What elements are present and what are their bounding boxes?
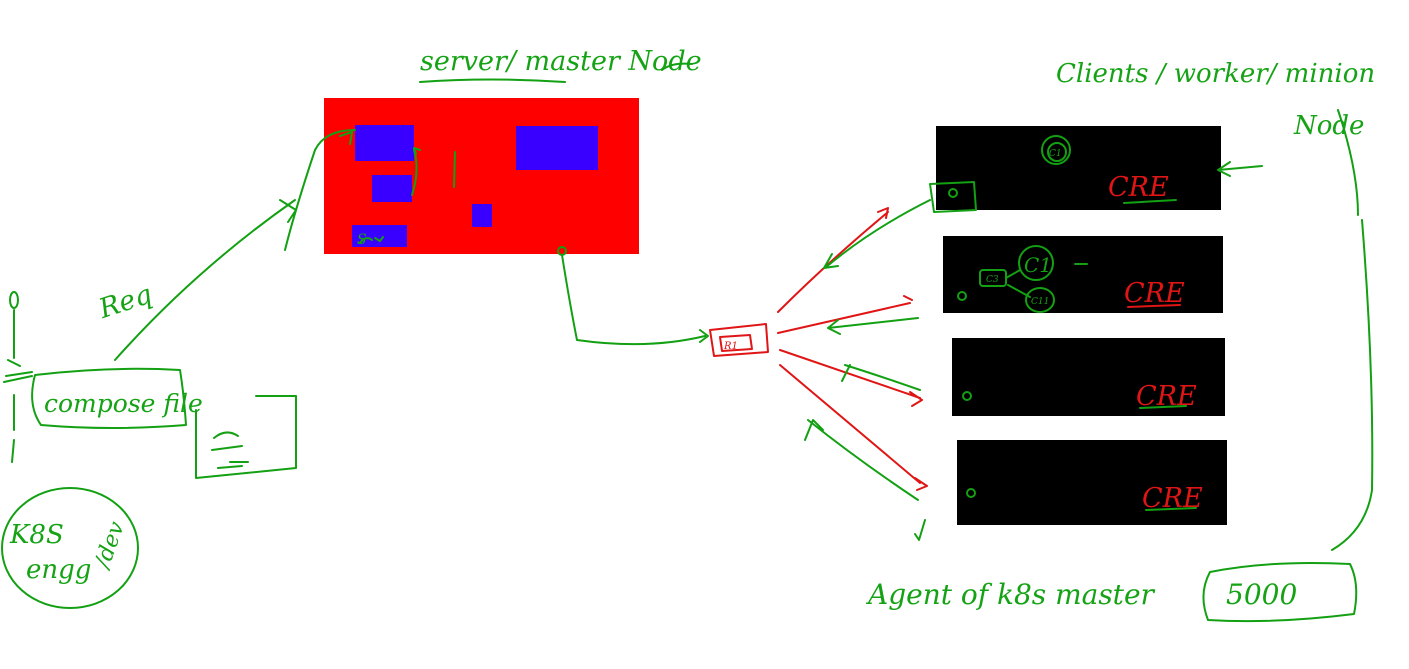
master-block-1: [355, 125, 414, 161]
count-label: 5000: [1226, 578, 1297, 611]
compose-file-label: compose file: [44, 389, 203, 418]
worker-2-agent-dot: [957, 291, 967, 301]
developer-stick-figure: [3, 291, 33, 463]
router-links: [777, 207, 928, 491]
worker-2-container-c11-label: C11: [1031, 297, 1049, 307]
worker-2-runtime: CRE: [1124, 278, 1185, 309]
k8s-engineer-label-3: /dev: [90, 518, 130, 573]
agent-label: Agent of k8s master: [865, 578, 1156, 611]
master-block-3: [516, 126, 598, 170]
master-block-5: [352, 225, 407, 247]
request-label: Req: [94, 279, 156, 325]
worker-2-container-c11: [1025, 287, 1055, 313]
worker-node-3: CRE: [952, 338, 1225, 416]
k8s-engineer-label-1: K8S: [9, 520, 64, 550]
k8s-engineer-label-2: engg: [26, 555, 91, 585]
count-connector: [1331, 109, 1374, 551]
router-return-arrows: [804, 199, 931, 541]
worker-2-container-c1: [1018, 245, 1054, 281]
worker-3-agent-dot: [962, 391, 972, 401]
worker-1-agent-dot: [948, 188, 958, 198]
clients-pointer-arrow: [1217, 161, 1263, 177]
compose-file-box: compose file: [31, 367, 203, 429]
document-icon: [195, 395, 297, 479]
router: R1: [709, 323, 769, 357]
worker-1-agent-box: [929, 181, 977, 213]
worker-1-container-label: C1: [1049, 149, 1062, 159]
master-block-2: [372, 175, 412, 202]
worker-node-4: CRE: [957, 440, 1227, 525]
worker-2-container-c3-label: C3: [986, 275, 999, 285]
k8s-engineer-circle: [1, 487, 139, 609]
count-box: [1202, 562, 1358, 623]
clients-title-line1: Clients / worker/ minion: [1056, 59, 1375, 89]
worker-node-2: CRE C3 C1 C11: [943, 236, 1223, 313]
worker-1-container: [1041, 135, 1071, 165]
master-node: S: [324, 98, 639, 256]
master-block-4: [472, 204, 492, 227]
worker-2-container-c1-label: C1: [1024, 253, 1052, 277]
router-label: R1: [723, 341, 738, 352]
clients-title-line2: Node: [1293, 111, 1364, 141]
worker-node-1: CRE C1: [929, 126, 1221, 213]
master-title: server/ master Node: [420, 46, 702, 77]
request-arrow: [114, 129, 356, 361]
worker-4-agent-dot: [966, 488, 976, 498]
worker-1-runtime: CRE: [1108, 172, 1169, 203]
master-to-router-link: [561, 254, 709, 346]
